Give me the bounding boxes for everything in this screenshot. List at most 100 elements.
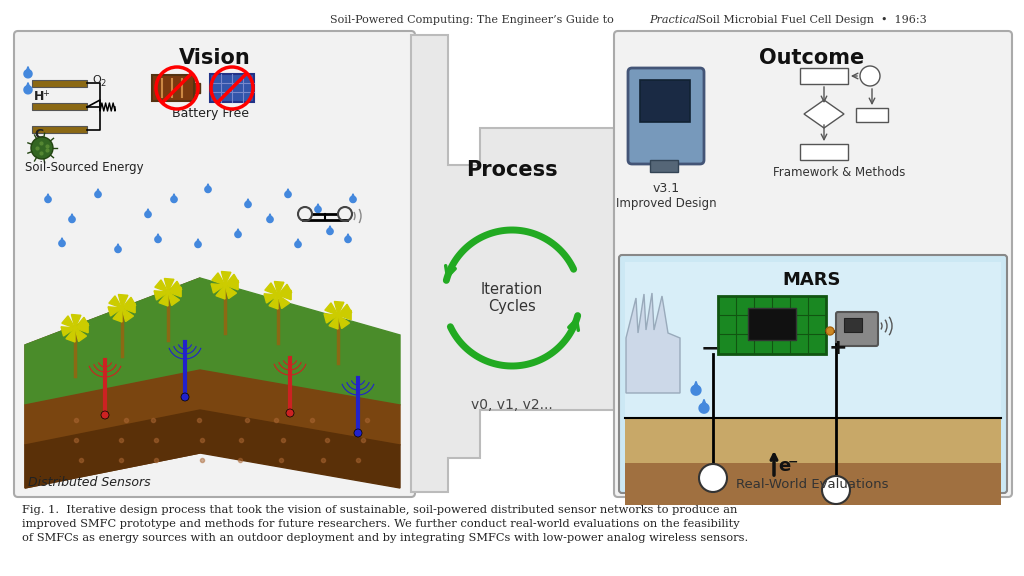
Polygon shape — [346, 234, 350, 240]
Bar — [640, 80, 690, 122]
Polygon shape — [25, 370, 400, 445]
Polygon shape — [264, 294, 278, 303]
Polygon shape — [329, 315, 338, 329]
Polygon shape — [225, 274, 239, 285]
Text: H: H — [34, 90, 44, 104]
Bar — [152, 75, 194, 101]
Polygon shape — [295, 241, 301, 248]
Polygon shape — [155, 280, 168, 292]
Bar — [32, 126, 87, 133]
Polygon shape — [145, 209, 151, 214]
Polygon shape — [700, 399, 708, 408]
Polygon shape — [25, 278, 200, 488]
Text: C: C — [34, 127, 43, 141]
Text: Soil-Sourced Energy: Soil-Sourced Energy — [25, 161, 143, 175]
Text: Practical: Practical — [649, 15, 699, 25]
Polygon shape — [269, 295, 278, 309]
Polygon shape — [267, 216, 273, 222]
Text: O: O — [92, 75, 100, 85]
Polygon shape — [171, 196, 177, 203]
Polygon shape — [58, 240, 66, 247]
Polygon shape — [26, 67, 31, 74]
Polygon shape — [212, 273, 225, 285]
Polygon shape — [25, 410, 400, 488]
Polygon shape — [144, 211, 152, 218]
Text: e: e — [778, 457, 791, 475]
Polygon shape — [72, 314, 81, 328]
Polygon shape — [115, 247, 121, 252]
Polygon shape — [159, 292, 168, 306]
Polygon shape — [278, 295, 290, 309]
Polygon shape — [327, 228, 333, 234]
Circle shape — [181, 393, 189, 401]
Polygon shape — [24, 86, 32, 94]
Text: +: + — [828, 338, 847, 358]
Polygon shape — [165, 278, 174, 292]
Polygon shape — [278, 285, 292, 295]
Polygon shape — [24, 70, 32, 78]
Text: v3.1: v3.1 — [652, 181, 680, 195]
Polygon shape — [156, 234, 160, 240]
Text: +: + — [42, 89, 49, 98]
Polygon shape — [691, 385, 701, 395]
Polygon shape — [66, 328, 75, 342]
Polygon shape — [75, 323, 88, 333]
Bar — [748, 308, 796, 340]
Text: Iteration: Iteration — [481, 282, 543, 297]
Polygon shape — [75, 328, 86, 342]
Polygon shape — [225, 285, 237, 298]
Polygon shape — [70, 214, 74, 219]
Polygon shape — [335, 301, 344, 315]
Polygon shape — [61, 316, 75, 328]
Bar — [625, 262, 1001, 417]
Polygon shape — [338, 315, 349, 328]
Polygon shape — [278, 290, 291, 300]
Circle shape — [860, 66, 880, 86]
Polygon shape — [285, 191, 291, 198]
Polygon shape — [338, 310, 351, 320]
Polygon shape — [69, 216, 75, 222]
Bar — [32, 103, 87, 110]
Polygon shape — [122, 303, 135, 313]
Bar — [718, 296, 826, 354]
Polygon shape — [155, 236, 161, 242]
Polygon shape — [95, 191, 101, 198]
Text: Vision: Vision — [179, 48, 251, 68]
Polygon shape — [324, 314, 338, 323]
Polygon shape — [25, 278, 400, 405]
Polygon shape — [351, 194, 355, 199]
Polygon shape — [196, 239, 200, 244]
Bar — [800, 144, 848, 160]
Polygon shape — [172, 194, 176, 199]
Polygon shape — [350, 196, 356, 203]
Bar — [194, 83, 200, 93]
Circle shape — [354, 429, 362, 437]
Polygon shape — [122, 297, 136, 308]
Polygon shape — [274, 282, 284, 295]
Text: Process: Process — [466, 160, 558, 180]
Polygon shape — [75, 317, 89, 328]
Circle shape — [822, 476, 850, 504]
FancyBboxPatch shape — [14, 31, 415, 497]
Polygon shape — [109, 296, 122, 308]
Text: Cycles: Cycles — [488, 300, 536, 314]
Text: Framework & Methods: Framework & Methods — [773, 165, 905, 179]
Polygon shape — [315, 204, 321, 210]
Polygon shape — [168, 292, 179, 305]
FancyBboxPatch shape — [618, 255, 1007, 493]
Text: −: − — [788, 456, 799, 468]
Polygon shape — [96, 189, 100, 195]
Bar — [856, 108, 888, 122]
Text: improved SMFC prototype and methods for future researchers. We further conduct r: improved SMFC prototype and methods for … — [22, 519, 739, 529]
Polygon shape — [328, 226, 332, 232]
Polygon shape — [221, 271, 231, 285]
Polygon shape — [45, 196, 51, 203]
Bar — [625, 463, 1001, 505]
Polygon shape — [245, 201, 251, 207]
Polygon shape — [168, 287, 181, 297]
Bar — [844, 318, 862, 332]
Polygon shape — [26, 82, 31, 90]
Polygon shape — [216, 285, 225, 299]
Polygon shape — [113, 308, 122, 322]
Text: Distributed Sensors: Distributed Sensors — [28, 476, 151, 488]
